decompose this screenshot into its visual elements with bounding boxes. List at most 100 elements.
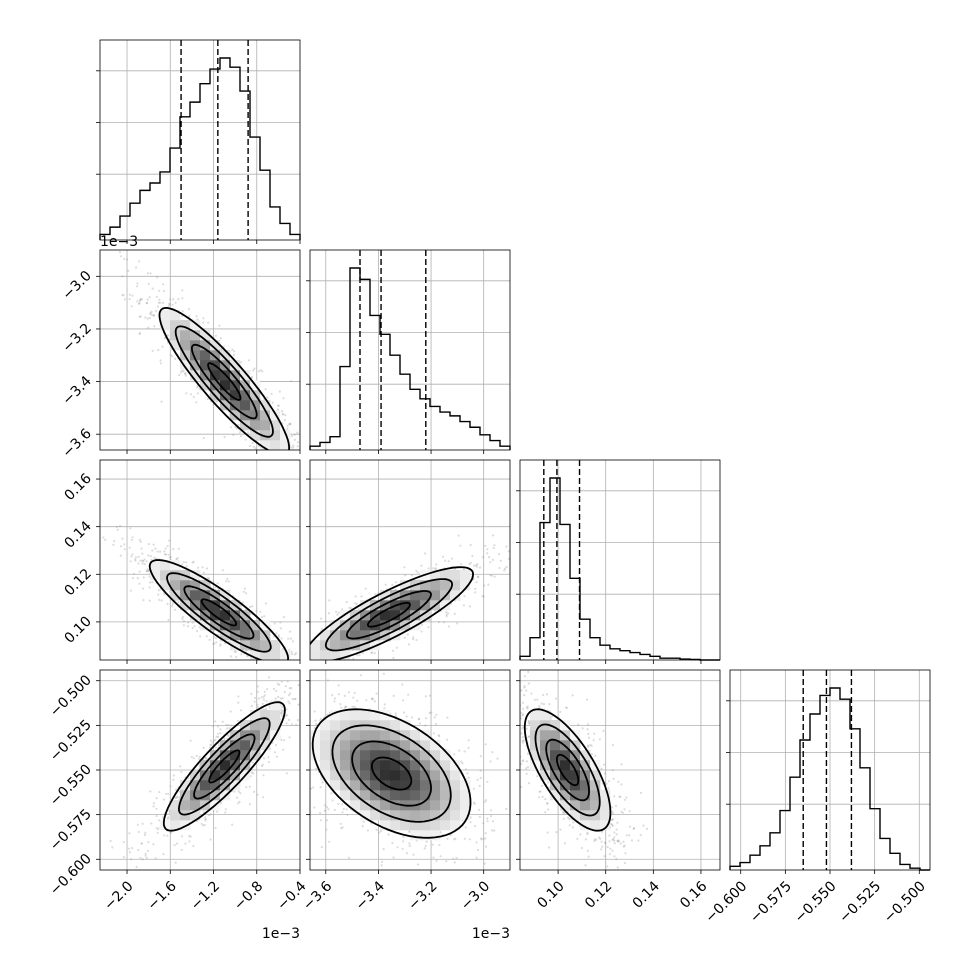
sample-point [428, 711, 431, 715]
sample-point [377, 831, 381, 834]
sample-point [373, 700, 376, 703]
sample-point [210, 743, 213, 747]
sample-point [232, 353, 236, 356]
density-cell [370, 610, 381, 621]
sample-point [493, 829, 496, 832]
density-cell [310, 740, 321, 751]
sample-point [307, 677, 309, 679]
sample-point [456, 622, 459, 625]
sample-point [434, 568, 437, 571]
sample-point [327, 666, 329, 668]
sample-point [227, 724, 230, 727]
sample-point [460, 760, 463, 763]
density-cell [210, 370, 221, 381]
sample-point [126, 258, 129, 261]
sample-point [361, 825, 364, 828]
density-cell [390, 780, 401, 791]
sample-point [191, 627, 194, 630]
sample-point [128, 546, 131, 549]
sample-point [464, 826, 467, 829]
sample-point [135, 285, 139, 288]
density-cell [340, 620, 351, 631]
pair-content [310, 672, 510, 870]
sample-point [474, 825, 477, 828]
sample-point [490, 815, 493, 818]
sample-point [138, 260, 141, 263]
sample-point [491, 829, 494, 832]
sample-point [358, 654, 361, 657]
hist-panel-2 [516, 459, 721, 661]
density-cell [390, 730, 401, 741]
density-cell [190, 790, 201, 801]
sample-point [447, 560, 450, 563]
sample-point [204, 816, 207, 819]
sample-point [214, 738, 217, 741]
sample-point [287, 694, 290, 697]
density-cell [370, 710, 381, 721]
density-cell [330, 640, 341, 651]
sample-point [262, 695, 265, 698]
sample-point [180, 848, 183, 852]
sample-point [341, 608, 344, 611]
sample-point [198, 755, 201, 759]
density-cell [240, 620, 251, 631]
density-cell [230, 640, 241, 651]
density-cell [370, 600, 381, 611]
sample-point [403, 636, 406, 639]
sample-point [263, 757, 266, 760]
density-cell [200, 340, 211, 351]
density-cell [390, 770, 401, 781]
sample-point [319, 662, 321, 664]
sample-point [395, 581, 398, 584]
sample-point [119, 879, 121, 881]
contour-1 [183, 585, 255, 640]
sample-point [328, 840, 331, 843]
sample-point [291, 697, 294, 701]
sample-point [534, 534, 536, 536]
density-cell [350, 710, 361, 721]
density-cell [330, 750, 341, 761]
sample-point [278, 683, 281, 686]
sample-point [163, 550, 166, 553]
sample-point [197, 566, 200, 569]
sample-point [147, 569, 150, 572]
sample-point [353, 691, 356, 695]
sample-point [442, 621, 446, 624]
sample-point [486, 548, 489, 551]
sample-point [387, 833, 390, 836]
sample-point [181, 310, 184, 313]
sample-point [240, 361, 243, 364]
sample-point [278, 390, 281, 393]
contour-0 [367, 602, 411, 628]
sample-point [184, 372, 187, 375]
sample-point [132, 577, 135, 580]
sample-point [120, 255, 123, 258]
sample-point [486, 820, 489, 823]
sample-point [153, 325, 156, 328]
sample-point [305, 630, 307, 632]
sample-point [484, 743, 487, 746]
sample-point [209, 739, 212, 742]
sample-point [280, 711, 283, 714]
sample-point [296, 719, 299, 722]
sample-point [296, 640, 298, 642]
sample-point [143, 833, 146, 837]
sample-point [384, 583, 387, 586]
contour-2 [166, 572, 272, 653]
sample-point [289, 422, 292, 425]
sample-point [115, 525, 119, 529]
sample-point [411, 716, 414, 719]
sample-point [486, 552, 489, 555]
sample-point [321, 781, 324, 784]
density-cell [170, 560, 181, 571]
sample-point [174, 797, 177, 800]
density-cell [200, 780, 211, 791]
density-cell [330, 650, 341, 660]
sample-point [256, 703, 259, 706]
sample-point [474, 564, 478, 567]
density-cell [240, 390, 251, 401]
sample-point [243, 671, 245, 673]
sample-point [236, 796, 239, 799]
sample-point [215, 641, 218, 644]
sample-point [248, 803, 251, 806]
